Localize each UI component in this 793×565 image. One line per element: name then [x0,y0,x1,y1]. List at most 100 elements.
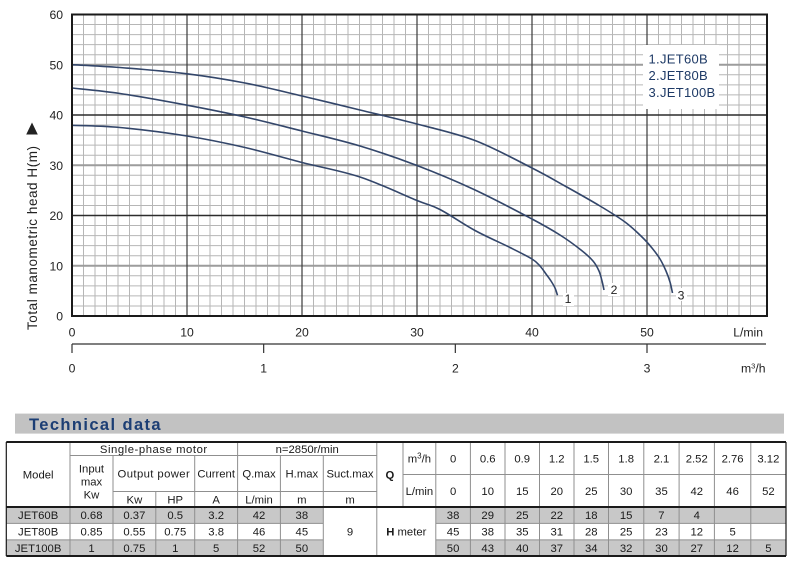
svg-text:28: 28 [585,527,598,539]
svg-text:Single-phase motor: Single-phase motor [100,444,208,456]
svg-text:0: 0 [450,486,456,498]
svg-text:0.75: 0.75 [123,543,145,555]
svg-text:L/min: L/min [406,486,434,498]
svg-text:60: 60 [49,8,63,22]
svg-text:2.76: 2.76 [722,453,744,465]
svg-text:m3/h: m3/h [408,451,431,466]
svg-text:29: 29 [481,510,494,522]
svg-text:5: 5 [765,543,771,555]
svg-text:15: 15 [516,486,529,498]
svg-text:15: 15 [620,510,633,522]
svg-text:25: 25 [585,486,598,498]
svg-text:Current: Current [197,469,236,481]
svg-text:42: 42 [690,486,703,498]
svg-text:23: 23 [655,527,668,539]
svg-text:20: 20 [49,209,63,223]
svg-text:45: 45 [296,527,309,539]
svg-text:30: 30 [49,159,63,173]
svg-text:38: 38 [447,510,460,522]
svg-text:max: max [81,476,103,488]
svg-text:2.JET80B: 2.JET80B [649,68,708,83]
svg-text:30: 30 [655,543,668,555]
svg-text:n=2850r/min: n=2850r/min [276,444,339,456]
svg-text:JET60B: JET60B [18,510,58,522]
svg-text:Input: Input [79,463,105,475]
svg-text:0: 0 [56,310,63,324]
svg-text:10: 10 [481,486,494,498]
svg-text:50: 50 [447,543,460,555]
svg-text:Total manometric head H(m): Total manometric head H(m) [25,145,40,330]
svg-text:25: 25 [516,510,529,522]
svg-text:31: 31 [550,527,563,539]
svg-text:3: 3 [644,362,651,376]
svg-text:Kw: Kw [127,494,144,506]
svg-text:L/min: L/min [733,326,763,340]
svg-text:2.52: 2.52 [686,453,708,465]
svg-text:1: 1 [260,362,267,376]
svg-text:3.8: 3.8 [208,527,224,539]
svg-text:Kw: Kw [84,489,101,501]
svg-text:38: 38 [481,527,494,539]
svg-text:0.37: 0.37 [123,510,145,522]
svg-text:Model: Model [23,470,54,482]
svg-text:1: 1 [172,543,178,555]
svg-text:0: 0 [450,453,456,465]
svg-text:32: 32 [620,543,633,555]
svg-text:40: 40 [49,109,63,123]
svg-text:H.max: H.max [286,469,319,481]
svg-text:9: 9 [347,527,353,539]
svg-text:37: 37 [550,543,563,555]
svg-text:52: 52 [762,486,775,498]
svg-text:1.5: 1.5 [583,453,599,465]
svg-text:0.9: 0.9 [514,453,530,465]
svg-text:12: 12 [726,543,739,555]
svg-text:Output power: Output power [118,469,191,481]
svg-text:0: 0 [69,326,76,340]
svg-text:Q.max: Q.max [242,469,276,481]
svg-text:1: 1 [565,292,572,306]
svg-text:7: 7 [658,510,664,522]
svg-text:2: 2 [611,283,618,297]
svg-text:0.85: 0.85 [81,527,103,539]
svg-text:52: 52 [253,543,266,555]
svg-text:1: 1 [88,543,94,555]
svg-text:20: 20 [295,326,309,340]
svg-text:43: 43 [481,543,494,555]
svg-text:20: 20 [550,486,563,498]
svg-text:A: A [212,494,220,506]
svg-text:0.5: 0.5 [167,510,183,522]
svg-text:3.2: 3.2 [208,510,224,522]
svg-text:3.12: 3.12 [757,453,779,465]
svg-text:L/min: L/min [245,494,273,506]
svg-text:m: m [345,494,354,506]
svg-text:45: 45 [447,527,460,539]
svg-text:42: 42 [253,510,266,522]
svg-text:5: 5 [729,527,735,539]
svg-text:25: 25 [620,527,633,539]
svg-text:5: 5 [213,543,219,555]
svg-text:2: 2 [452,362,459,376]
svg-text:50: 50 [49,58,63,72]
svg-text:m: m [297,494,306,506]
svg-text:1.JET60B: 1.JET60B [649,52,708,67]
svg-text:10: 10 [180,326,194,340]
svg-text:0.6: 0.6 [480,453,496,465]
svg-text:30: 30 [410,326,424,340]
svg-text:40: 40 [516,543,529,555]
svg-text:46: 46 [726,486,739,498]
svg-text:50: 50 [640,326,654,340]
svg-text:3.JET100B: 3.JET100B [649,85,716,100]
svg-text:27: 27 [690,543,703,555]
svg-text:0.68: 0.68 [81,510,103,522]
svg-text:50: 50 [296,543,309,555]
svg-text:18: 18 [585,510,598,522]
svg-text:35: 35 [516,527,529,539]
svg-text:12: 12 [690,527,703,539]
svg-text:H meter: H meter [386,527,426,539]
svg-text:40: 40 [525,326,539,340]
svg-text:30: 30 [620,486,633,498]
svg-text:0: 0 [69,362,76,376]
svg-text:3: 3 [678,289,685,303]
svg-text:4: 4 [694,510,700,522]
svg-text:0.55: 0.55 [123,527,145,539]
